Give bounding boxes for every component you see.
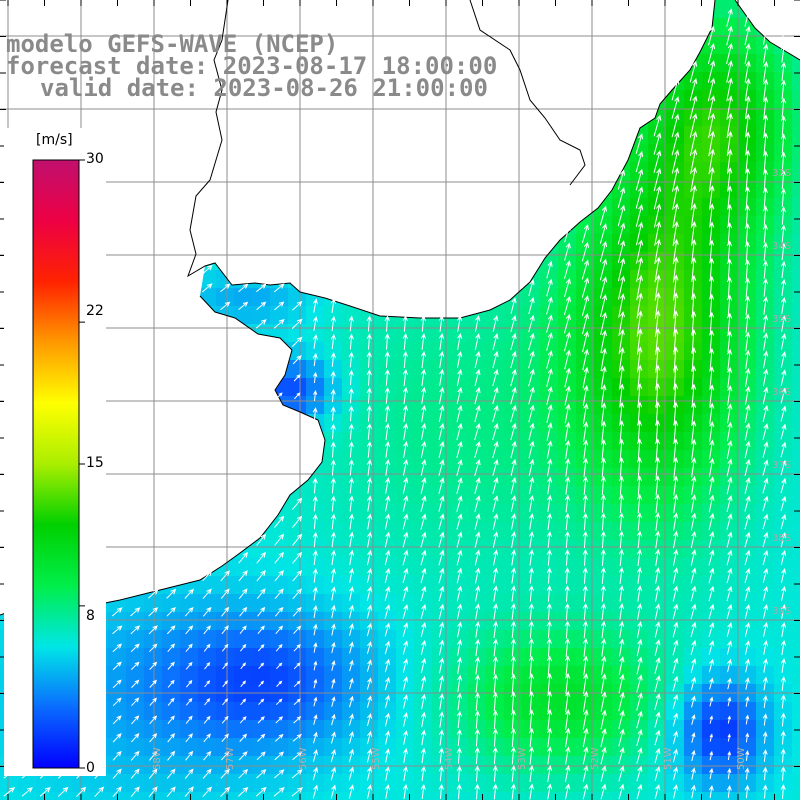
land-area <box>0 0 715 615</box>
lon-label: 52W <box>590 747 601 770</box>
colorbar-label-15: 15 <box>86 455 104 471</box>
colorbar-unit: [m/s] <box>36 132 73 148</box>
lon-label: 51W <box>663 747 674 770</box>
coastline-north <box>187 0 716 319</box>
lat-label: 33S <box>772 168 791 179</box>
lon-label: 57W <box>225 747 236 770</box>
title-model: modelo GEFS-WAVE (NCEP) <box>6 30 339 58</box>
lat-label: 34S <box>772 241 791 252</box>
lon-label: 50W <box>736 747 747 770</box>
lat-label: 38S <box>772 533 791 544</box>
colorbar-label-min: 0 <box>86 760 95 776</box>
colorbar-label-8: 8 <box>86 608 95 624</box>
lat-label: 36S <box>772 387 791 398</box>
coastline-ne <box>734 0 800 61</box>
lon-label: 55W <box>371 747 382 770</box>
lat-label: 35S <box>772 314 791 325</box>
lon-label: 58W <box>152 747 163 770</box>
colorbar <box>32 159 80 769</box>
colorbar-label-max: 30 <box>86 151 104 167</box>
lat-label: 39S <box>772 606 791 617</box>
lon-label: 53W <box>517 747 528 770</box>
lon-label: 56W <box>298 747 309 770</box>
title-forecast-date: forecast date: 2023-08-17 18:00:00 <box>6 52 498 80</box>
lon-label: 54W <box>444 747 455 770</box>
colorbar-label-22: 22 <box>86 303 104 319</box>
coastline-south <box>0 295 326 616</box>
border-line <box>469 0 586 186</box>
title-valid-date: valid date: 2023-08-26 21:00:00 <box>40 74 488 102</box>
lat-label: 37S <box>772 460 791 471</box>
